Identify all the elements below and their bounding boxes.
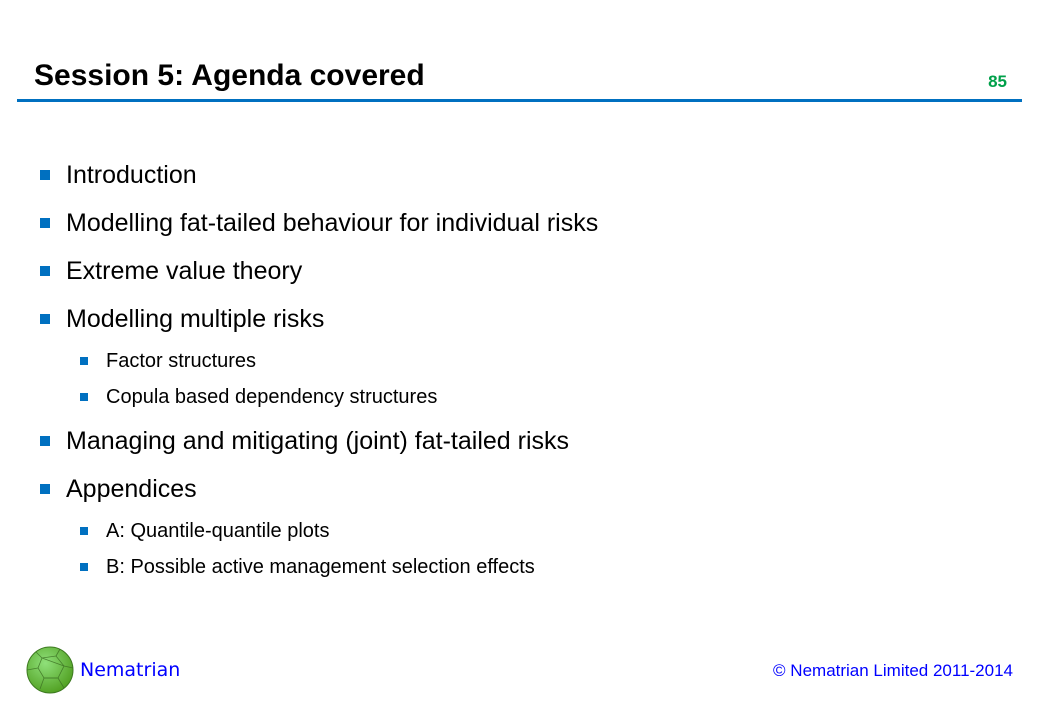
slide-title: Session 5: Agenda covered [34,59,425,92]
bullet-icon [80,357,88,365]
bullet-icon [40,170,50,180]
page-number: 85 [988,72,1007,91]
agenda-item: Extreme value theory [0,256,302,286]
agenda-subitem: Copula based dependency structures [0,382,437,412]
agenda-item-text: Copula based dependency structures [106,386,438,408]
bullet-icon [40,484,50,494]
agenda-subitem: B: Possible active management selection … [0,552,535,582]
bullet-icon [80,527,88,535]
agenda-item: Modelling fat-tailed behaviour for indiv… [0,208,598,238]
bullet-icon [80,393,88,401]
agenda-item-text: Managing and mitigating (joint) fat-tail… [66,427,570,455]
bullet-icon [80,563,88,571]
agenda-item: Managing and mitigating (joint) fat-tail… [0,426,569,456]
bullet-icon [40,266,50,276]
agenda-item: Introduction [0,160,197,190]
bullet-icon [40,436,50,446]
agenda-item: Modelling multiple risks [0,304,324,334]
agenda-subitem: Factor structures [0,346,256,376]
agenda-item-text: Modelling multiple risks [66,305,325,333]
agenda-item-text: A: Quantile-quantile plots [106,520,330,542]
agenda-item-text: Modelling fat-tailed behaviour for indiv… [66,209,599,237]
copyright-notice: © Nematrian Limited 2011-2014 [773,661,1013,680]
bullet-icon [40,218,50,228]
agenda-subitem: A: Quantile-quantile plots [0,516,329,546]
bullet-icon [40,314,50,324]
title-divider [17,99,1022,102]
agenda-item-text: Extreme value theory [66,257,303,285]
nematrian-logo-icon [26,646,74,694]
agenda-item-text: Introduction [66,161,197,189]
agenda-item: Appendices [0,474,197,504]
brand-name: Nematrian [80,659,181,681]
agenda-item-text: Factor structures [106,350,257,372]
agenda-item-text: B: Possible active management selection … [106,556,535,578]
agenda-item-text: Appendices [66,475,197,503]
